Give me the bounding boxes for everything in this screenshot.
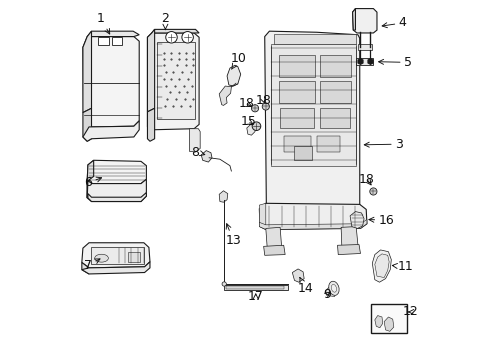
Polygon shape <box>265 31 360 225</box>
Text: 17: 17 <box>248 290 264 303</box>
Text: 9: 9 <box>323 288 331 301</box>
Text: 5: 5 <box>379 56 412 69</box>
Bar <box>294 146 312 160</box>
Polygon shape <box>219 191 228 202</box>
Circle shape <box>251 105 259 112</box>
Polygon shape <box>353 9 377 33</box>
Text: 4: 4 <box>382 17 407 30</box>
Bar <box>280 108 314 128</box>
Polygon shape <box>152 30 199 33</box>
Polygon shape <box>83 31 92 113</box>
Polygon shape <box>219 86 231 105</box>
Circle shape <box>262 103 270 110</box>
Polygon shape <box>375 254 389 278</box>
Polygon shape <box>83 108 92 141</box>
Bar <box>224 285 288 290</box>
Text: 6: 6 <box>84 176 101 189</box>
Bar <box>128 252 140 262</box>
Bar <box>284 136 311 152</box>
Bar <box>91 247 144 264</box>
Bar <box>271 44 356 166</box>
Bar <box>112 37 122 45</box>
Circle shape <box>166 32 177 43</box>
Polygon shape <box>338 244 361 255</box>
Circle shape <box>370 188 377 195</box>
Text: 18: 18 <box>359 173 375 186</box>
Bar <box>279 55 315 77</box>
Circle shape <box>182 32 194 43</box>
Text: 8: 8 <box>192 145 205 158</box>
Text: 11: 11 <box>392 260 414 273</box>
Bar <box>371 304 407 333</box>
Polygon shape <box>147 30 155 112</box>
Bar <box>356 58 373 65</box>
Text: 18: 18 <box>256 94 271 107</box>
Polygon shape <box>293 269 304 282</box>
Text: 18: 18 <box>239 98 255 111</box>
Bar <box>358 44 372 50</box>
Polygon shape <box>87 179 147 202</box>
Polygon shape <box>326 287 337 297</box>
Polygon shape <box>87 160 94 198</box>
Polygon shape <box>259 220 367 229</box>
Polygon shape <box>350 212 364 228</box>
Bar <box>226 286 285 289</box>
Polygon shape <box>83 37 139 127</box>
Circle shape <box>252 122 261 131</box>
Text: 12: 12 <box>403 306 418 319</box>
Text: 3: 3 <box>364 138 403 150</box>
Text: 14: 14 <box>297 278 313 295</box>
Polygon shape <box>375 316 383 328</box>
Polygon shape <box>87 160 147 184</box>
Polygon shape <box>259 203 367 229</box>
Polygon shape <box>83 121 139 141</box>
Polygon shape <box>247 125 255 135</box>
Bar <box>320 108 350 128</box>
Ellipse shape <box>95 254 108 262</box>
Polygon shape <box>190 129 200 152</box>
Circle shape <box>222 282 226 286</box>
Polygon shape <box>87 31 139 37</box>
Bar <box>317 136 340 152</box>
Text: 15: 15 <box>241 116 257 129</box>
Bar <box>279 81 315 103</box>
Bar <box>98 37 109 45</box>
Polygon shape <box>82 243 150 268</box>
Text: 10: 10 <box>231 52 246 69</box>
Polygon shape <box>384 317 394 331</box>
Polygon shape <box>88 193 147 202</box>
Text: 7: 7 <box>84 259 100 272</box>
Text: 2: 2 <box>161 12 170 30</box>
Polygon shape <box>264 245 285 255</box>
Polygon shape <box>147 108 155 141</box>
Ellipse shape <box>331 284 337 292</box>
Bar <box>157 42 195 119</box>
Polygon shape <box>227 65 241 86</box>
Polygon shape <box>201 150 212 162</box>
Polygon shape <box>372 250 392 282</box>
Polygon shape <box>82 262 89 274</box>
Text: 16: 16 <box>369 214 394 227</box>
Bar <box>274 34 356 44</box>
Polygon shape <box>341 226 358 248</box>
Bar <box>320 81 351 103</box>
Text: 13: 13 <box>226 224 242 247</box>
Ellipse shape <box>329 281 339 295</box>
Polygon shape <box>266 227 282 249</box>
Polygon shape <box>82 262 150 274</box>
Bar <box>320 55 351 77</box>
Polygon shape <box>147 33 199 130</box>
Text: 1: 1 <box>97 12 110 34</box>
Polygon shape <box>259 203 266 226</box>
Polygon shape <box>353 9 355 30</box>
